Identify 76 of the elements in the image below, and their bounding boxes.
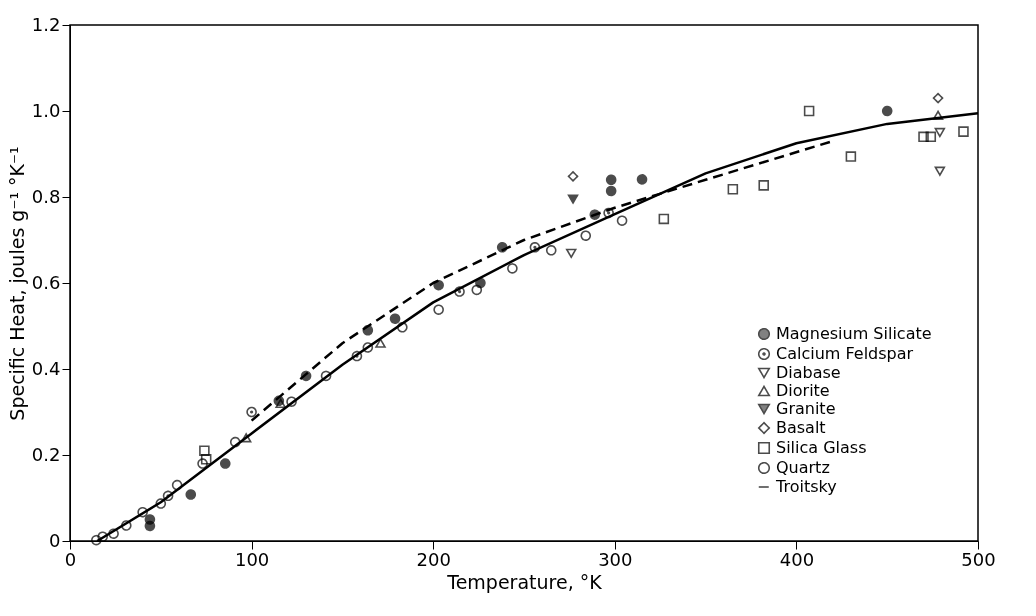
y-tick-label: 0 <box>49 529 61 551</box>
point <box>565 248 577 258</box>
x-tick-label: 100 <box>234 548 270 570</box>
point <box>507 263 518 274</box>
point <box>605 174 617 186</box>
point <box>121 520 132 531</box>
point <box>144 514 156 525</box>
point <box>934 127 946 138</box>
legend-label: Granite <box>776 399 836 418</box>
point <box>199 445 210 456</box>
y-tick-label: 0.6 <box>31 271 61 293</box>
point <box>155 498 167 509</box>
point <box>925 131 937 143</box>
point <box>658 213 670 225</box>
point <box>475 277 486 289</box>
point <box>932 110 944 120</box>
point <box>108 528 119 539</box>
point <box>727 183 739 195</box>
legend-label: Silica Glass <box>776 438 867 457</box>
point <box>197 458 208 469</box>
point <box>636 174 648 185</box>
point <box>286 396 297 407</box>
legend-label: Magnesium Silicate <box>776 324 932 343</box>
point <box>454 286 465 297</box>
point <box>567 171 579 182</box>
point <box>389 313 401 324</box>
point <box>362 342 374 353</box>
point <box>932 92 944 104</box>
x-tick-label: 200 <box>416 548 451 570</box>
point <box>545 245 557 256</box>
y-tick-label: 1.0 <box>31 99 61 121</box>
legend-label: Diorite <box>776 381 830 400</box>
point <box>362 325 374 336</box>
point <box>958 126 969 137</box>
point <box>758 180 769 191</box>
y-tick-label: 0.2 <box>31 443 61 465</box>
point <box>433 304 444 315</box>
point <box>529 242 541 253</box>
point <box>240 433 252 443</box>
x-axis-title: Temperature, °K <box>446 570 603 593</box>
point <box>220 458 231 469</box>
point <box>137 506 148 518</box>
point <box>845 151 857 162</box>
legend-label: Troitsky <box>775 477 837 496</box>
y-tick-label: 1.2 <box>31 13 61 35</box>
point <box>185 489 197 500</box>
point <box>351 350 363 362</box>
point <box>200 454 212 465</box>
point <box>433 279 444 291</box>
y-axis-title: Specific Heat, joules g⁻¹ °K⁻¹ <box>5 146 28 421</box>
point <box>320 370 332 382</box>
point <box>603 207 614 219</box>
point <box>934 166 946 176</box>
point <box>881 105 893 117</box>
legend-label: Diabase <box>776 363 841 382</box>
point <box>91 534 102 546</box>
x-tick-label: 400 <box>779 548 815 570</box>
point <box>580 230 592 241</box>
point <box>246 406 257 418</box>
point <box>605 185 617 197</box>
y-tick-label: 0.4 <box>31 357 61 379</box>
point <box>616 215 628 226</box>
point <box>803 105 815 117</box>
x-tick-label: 500 <box>961 548 996 570</box>
legend-label: Quartz <box>776 458 830 477</box>
x-tick-label: 300 <box>598 548 633 570</box>
legend-label: Basalt <box>776 418 826 437</box>
x-tick-label: 0 <box>64 548 77 570</box>
y-tick-label: 0.8 <box>31 185 61 207</box>
point <box>162 490 174 502</box>
point <box>567 194 579 204</box>
legend-label: Calcium Feldspar <box>776 344 914 363</box>
point <box>471 284 483 296</box>
point <box>496 242 508 253</box>
point <box>375 338 386 348</box>
point <box>918 131 929 143</box>
